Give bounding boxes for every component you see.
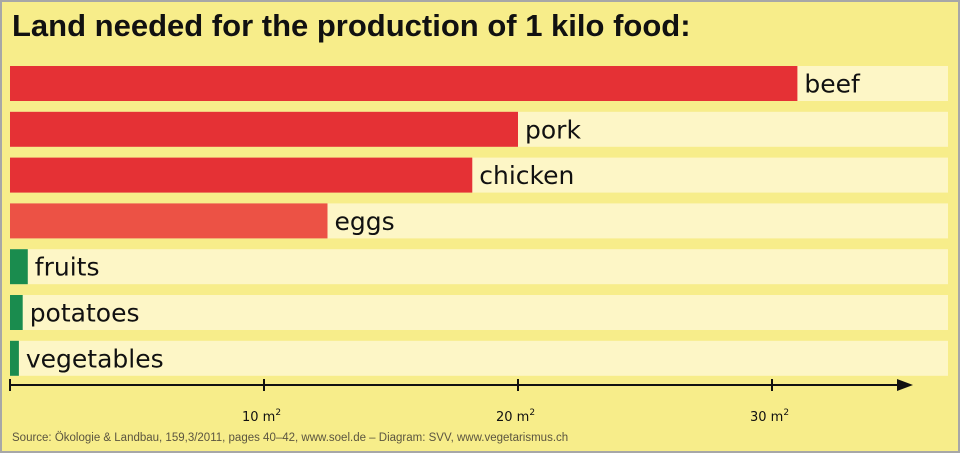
- bar-label-vegetables: vegetables: [26, 344, 164, 373]
- x-tick-label-10: 10 m2: [242, 408, 281, 425]
- chart-title: Land needed for the production of 1 kilo…: [12, 8, 691, 43]
- bar-label-potatoes: potatoes: [30, 299, 140, 328]
- bar-potatoes: [10, 295, 23, 330]
- bar-beef: [10, 66, 798, 101]
- x-tick-label-30: 30 m2: [750, 408, 789, 425]
- bar-track-potatoes: [10, 295, 948, 330]
- bar-vegetables: [10, 340, 19, 376]
- bar-label-eggs: eggs: [335, 207, 395, 236]
- bar-pork: [10, 111, 518, 147]
- bar-track-vegetables: [10, 340, 948, 376]
- bar-eggs: [10, 203, 328, 239]
- bar-track-fruits: [10, 249, 948, 285]
- x-axis-arrow: [897, 379, 913, 391]
- bar-label-beef: beef: [804, 70, 861, 99]
- bar-chicken: [10, 157, 473, 193]
- x-tick-label-20: 20 m2: [496, 408, 535, 425]
- bar-fruits: [10, 249, 28, 285]
- bar-label-pork: pork: [525, 115, 581, 144]
- source-note: Source: Ökologie & Landbau, 159,3/2011, …: [12, 432, 569, 444]
- bar-label-fruits: fruits: [35, 253, 100, 282]
- bar-label-chicken: chicken: [479, 161, 574, 190]
